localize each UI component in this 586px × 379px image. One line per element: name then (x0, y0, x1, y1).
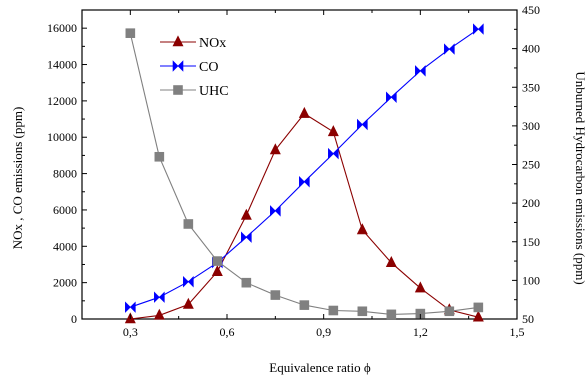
legend-nox-marker (172, 35, 184, 47)
series-uhc-point (241, 277, 252, 288)
series-nox-point (153, 308, 165, 320)
series-uhc-point (357, 306, 368, 317)
x-tick-label: 0,3 (123, 325, 138, 339)
series-co-point (125, 301, 131, 313)
series-co-point-right (419, 65, 426, 77)
y-right-tick-label: 200 (522, 196, 540, 210)
series-co-point-right (274, 205, 281, 217)
series-co-point (183, 276, 189, 288)
y-right-tick-label: 50 (522, 312, 534, 326)
series-uhc-point (183, 219, 194, 229)
y-left-axis-title: NOx , CO emissions (ppm) (10, 107, 25, 250)
series-co-point (473, 23, 479, 35)
series-uhc-point (473, 302, 484, 313)
x-tick-label: 0,6 (220, 325, 235, 339)
series-co-point (328, 147, 334, 160)
y-left-tick-label: 10000 (47, 130, 77, 144)
series-nox-line (130, 112, 479, 320)
y-left-tick-label: 2000 (53, 276, 77, 290)
x-axis-title: Equivalence ratio ϕ (269, 360, 371, 375)
series-nox-point (472, 310, 484, 322)
series-co-point (386, 91, 392, 103)
series-co-point-right (303, 176, 310, 188)
series-uhc-point (212, 256, 223, 266)
series-uhc (125, 28, 484, 320)
series-uhc-point (299, 300, 310, 310)
series-nox-point (356, 223, 368, 235)
series-nox-point (269, 143, 281, 155)
legend-uhc-marker (173, 85, 183, 95)
series-co-point-right (332, 147, 339, 160)
legend-co-marker (172, 60, 179, 72)
x-tick-label: 1,5 (510, 325, 525, 339)
series-uhc-point (154, 151, 165, 162)
y-right-axis-title: Unburned Hydrocarbon emissions (ppm) (573, 71, 586, 284)
y-right-tick-label: 100 (522, 273, 540, 287)
y-right-tick-label: 450 (522, 3, 540, 17)
series-co-point (241, 231, 247, 243)
x-tick-label: 1,2 (413, 325, 428, 339)
y-right-tick-label: 150 (522, 235, 540, 249)
series-nox-point (182, 297, 194, 309)
y-left-tick-label: 12000 (47, 94, 77, 108)
series-co-point (415, 65, 421, 77)
series-uhc-point (328, 305, 339, 316)
y-right-tick-label: 350 (522, 80, 540, 94)
x-tick-label: 0,9 (316, 325, 331, 339)
y-left-tick-label: 6000 (53, 203, 77, 217)
series-co-point-right (477, 23, 484, 35)
series-uhc-point (270, 290, 281, 300)
y-left-tick-label: 8000 (53, 167, 77, 181)
series-co-point-right (361, 118, 368, 131)
series-nox-point (298, 106, 310, 118)
series-co-point (154, 291, 160, 303)
legend-uhc-label: UHC (199, 84, 229, 99)
legend-co-marker-right (177, 60, 184, 72)
y-right-tick-label: 400 (522, 42, 540, 56)
series-co-point-right (129, 301, 136, 313)
series-uhc-point (386, 309, 397, 320)
y-right-tick-label: 250 (522, 158, 540, 172)
series-co-point-right (245, 231, 252, 243)
legend-nox-label: NOx (199, 36, 226, 51)
series-nox (124, 106, 484, 324)
series-co-point-right (390, 91, 397, 103)
y-right-tick-label: 300 (522, 119, 540, 133)
y-left-tick-label: 0 (71, 312, 77, 326)
series-uhc-line (129, 33, 479, 315)
y-left-tick-label: 16000 (47, 21, 77, 35)
series-co-point-right (158, 291, 165, 303)
series-co-point (299, 176, 305, 188)
series-co-point-right (187, 276, 194, 288)
series-co-point-right (448, 43, 455, 55)
series-co-point (444, 43, 450, 55)
series-nox-point (385, 255, 397, 267)
plot-frame (81, 9, 518, 320)
series-uhc-point (125, 28, 136, 38)
series-nox-point (211, 265, 223, 277)
series-nox-point (327, 125, 339, 137)
series-uhc-point (444, 306, 455, 317)
series-co (125, 23, 484, 313)
y-left-tick-label: 14000 (47, 58, 77, 72)
series-co-point (270, 205, 276, 217)
legend-co-label: CO (199, 60, 218, 75)
y-left-tick-label: 4000 (53, 239, 77, 253)
series-nox-point (414, 281, 426, 293)
series-nox-point (240, 208, 252, 220)
series-co-point (357, 118, 363, 131)
